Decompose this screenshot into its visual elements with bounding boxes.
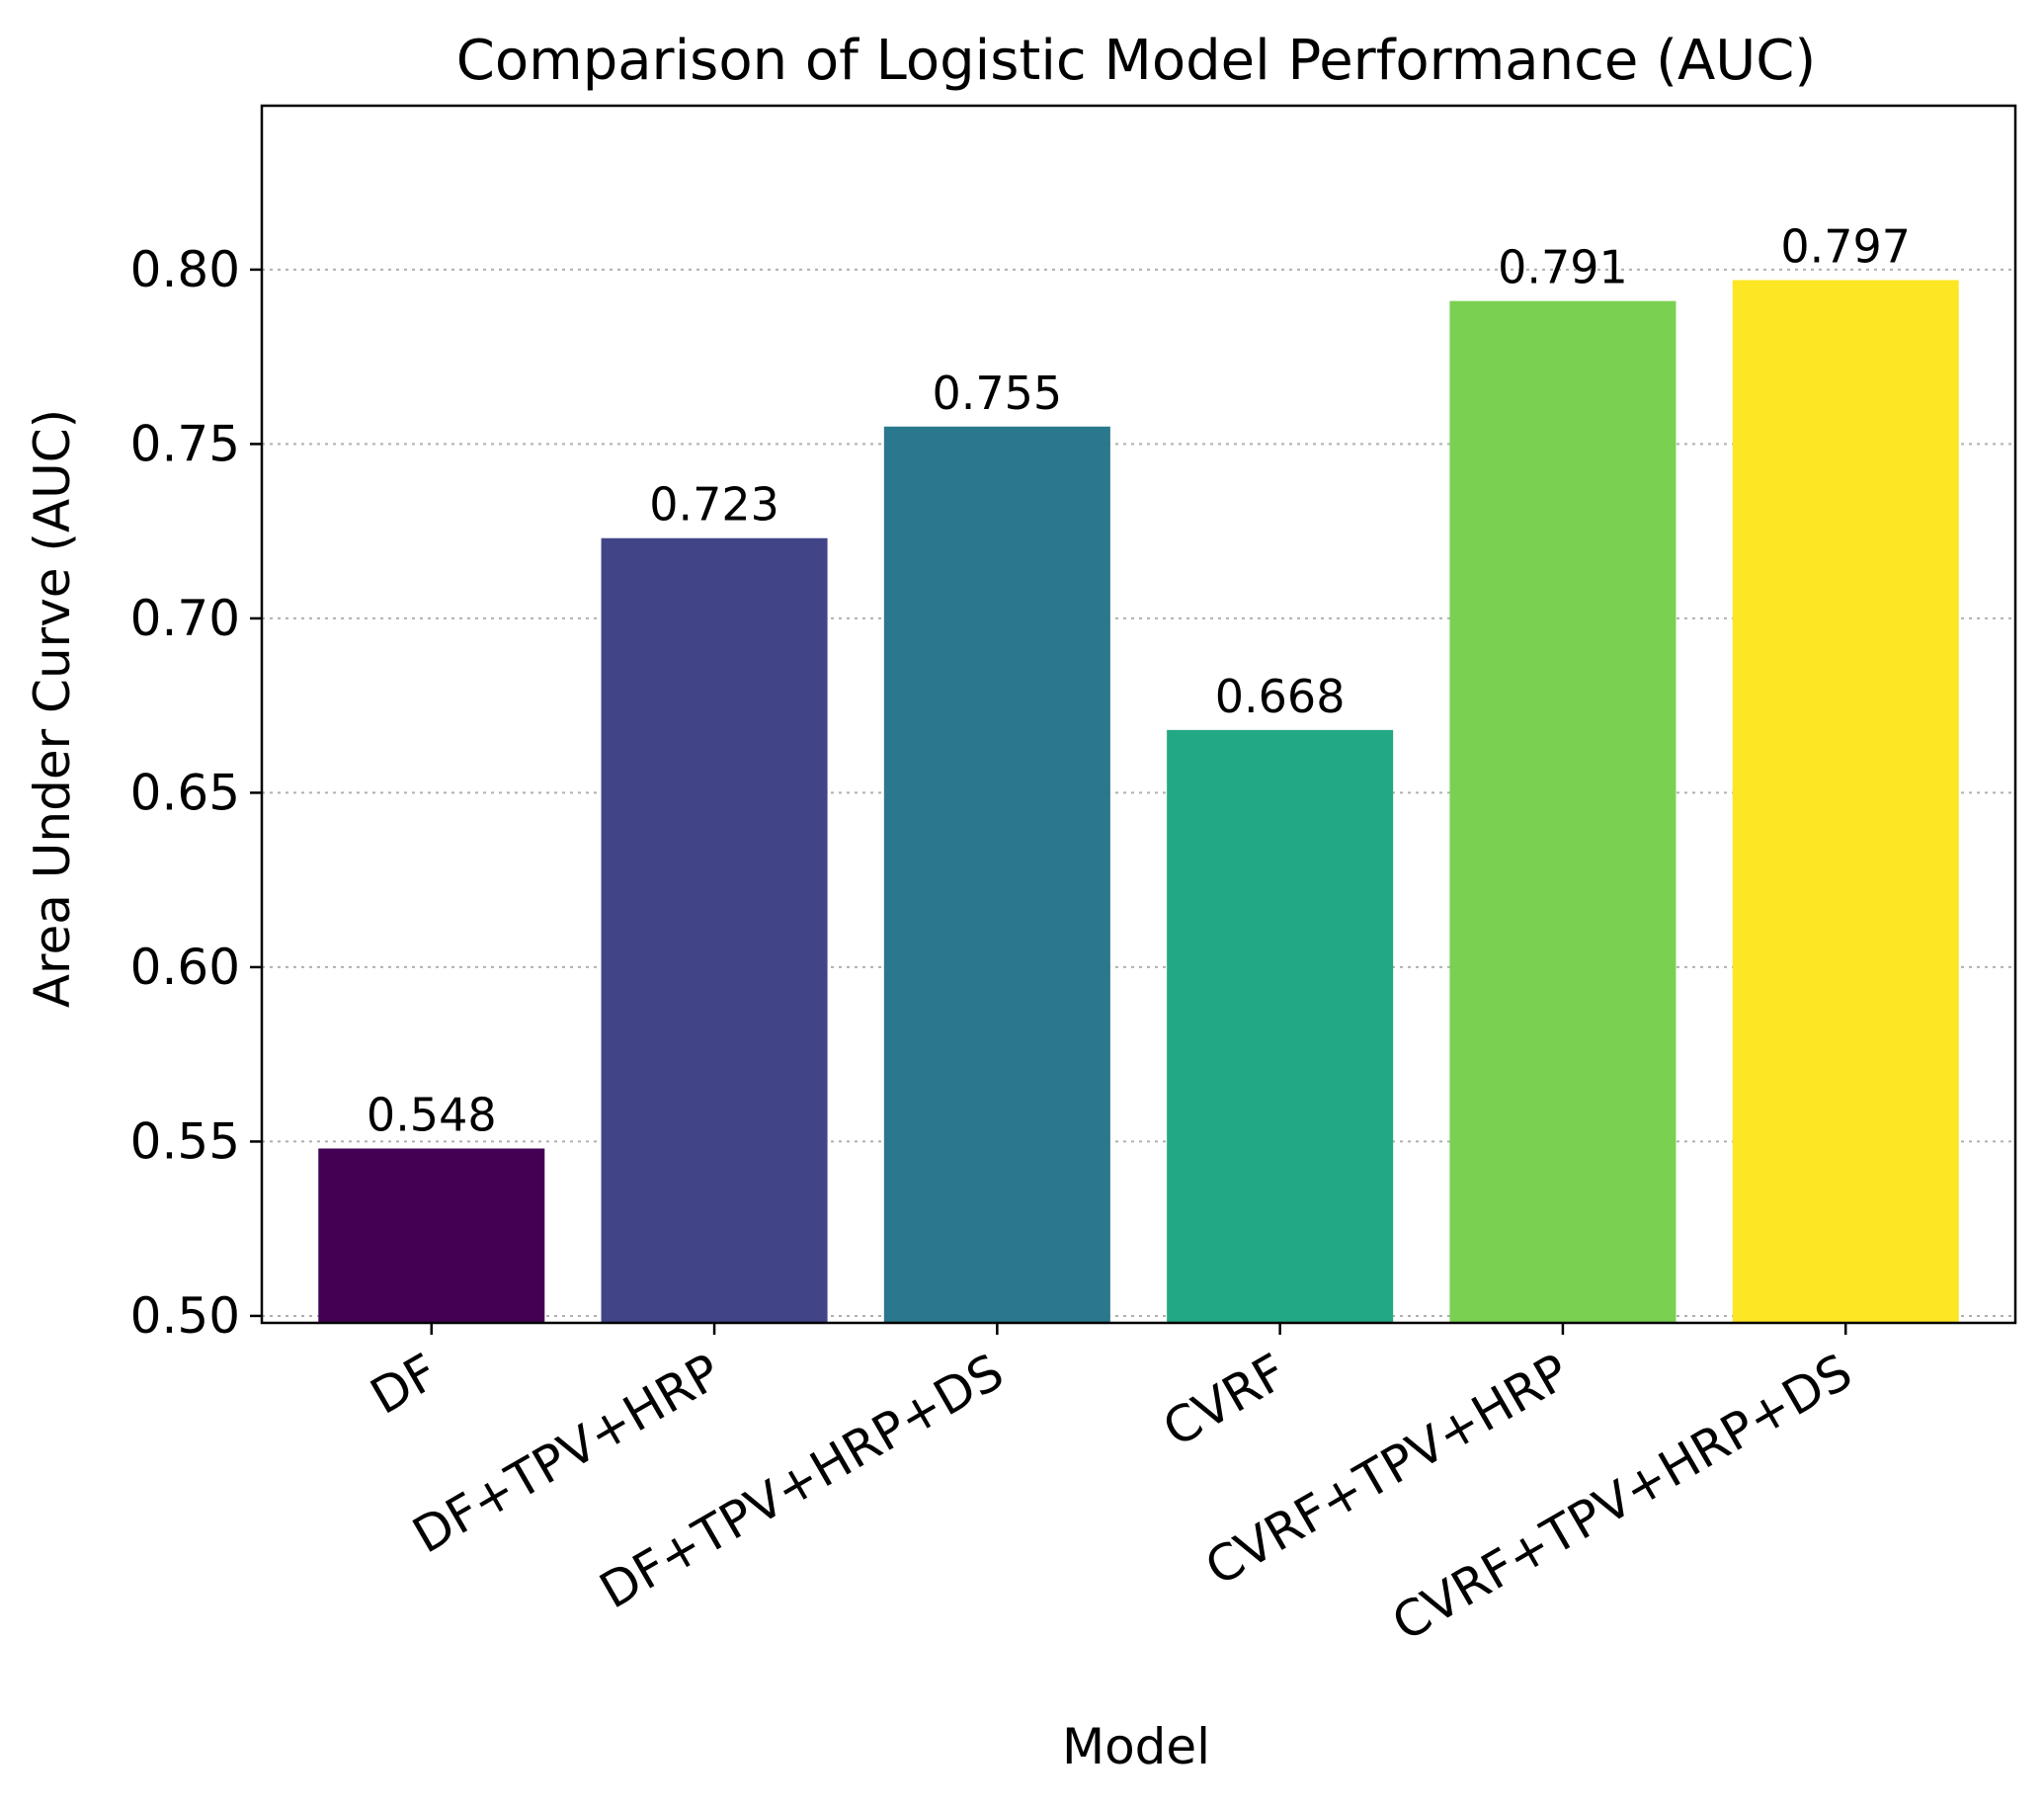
- bar-value-label: 0.797: [1780, 220, 1911, 274]
- bar-value-label: 0.548: [367, 1088, 497, 1141]
- x-tick-label: CVRF: [1154, 1343, 1296, 1458]
- y-axis-ticks: 0.50 0.55 0.60 0.65 0.70 0.75 0.80: [130, 241, 262, 1345]
- bar: [601, 537, 828, 1323]
- y-tick-label: 0.55: [130, 1112, 240, 1170]
- bar: [318, 1148, 545, 1323]
- bar: [883, 426, 1110, 1323]
- x-tick-label: DF: [362, 1343, 448, 1426]
- bar-value-label: 0.668: [1215, 670, 1346, 723]
- y-axis-label: Area Under Curve (AUC): [24, 409, 81, 1008]
- bar-value-labels: 0.548 0.723 0.755 0.668 0.791 0.797: [367, 220, 1911, 1142]
- y-tick-label: 0.50: [130, 1287, 240, 1345]
- y-tick-label: 0.70: [130, 590, 240, 647]
- bar-value-label: 0.755: [933, 367, 1063, 420]
- bar: [1732, 280, 1959, 1324]
- y-tick-label: 0.80: [130, 241, 240, 298]
- chart-title: Comparison of Logistic Model Performance…: [456, 29, 1816, 93]
- x-tick-label: CVRF+TPV+HRP+DS: [1383, 1343, 1861, 1652]
- plot-frame: [260, 104, 2017, 1325]
- bar-value-label: 0.723: [649, 478, 779, 532]
- bar-value-label: 0.791: [1498, 241, 1628, 294]
- y-tick-label: 0.75: [130, 415, 240, 472]
- y-tick-label: 0.60: [130, 939, 240, 996]
- bar: [1167, 729, 1394, 1323]
- bars: [318, 280, 1959, 1324]
- bar: [1449, 300, 1676, 1323]
- y-tick-label: 0.65: [130, 764, 240, 821]
- x-axis-label: Model: [1062, 1718, 1210, 1775]
